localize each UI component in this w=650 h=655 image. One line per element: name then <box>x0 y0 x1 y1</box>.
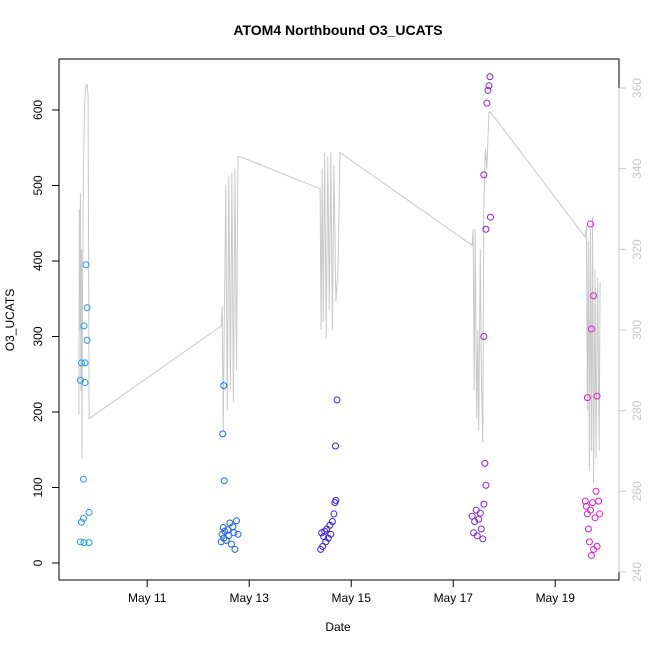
data-point <box>83 336 91 344</box>
data-point <box>473 532 481 540</box>
data-point <box>479 535 487 543</box>
y-tick-label: 0 <box>31 559 45 566</box>
x-tick-label: May 13 <box>230 591 270 605</box>
data-point <box>481 459 489 467</box>
data-point <box>81 359 89 367</box>
data-point <box>331 442 339 450</box>
data-point <box>586 506 594 514</box>
data-point <box>332 496 340 504</box>
data-point <box>76 538 84 546</box>
data-point <box>583 394 591 402</box>
data-point <box>581 497 589 505</box>
data-point <box>484 86 492 94</box>
data-point <box>225 532 233 540</box>
data-point <box>227 540 235 548</box>
data-point <box>584 525 592 533</box>
line-series <box>78 83 601 484</box>
data-point <box>586 220 594 228</box>
data-point <box>476 509 484 517</box>
y2-tick-label: 300 <box>630 320 644 340</box>
data-point <box>477 525 485 533</box>
data-point <box>85 508 93 516</box>
data-point <box>77 518 85 526</box>
data-point <box>480 500 488 508</box>
data-point <box>593 392 601 400</box>
data-point <box>230 529 238 537</box>
y2-tick-label: 280 <box>630 400 644 420</box>
y-tick-label: 400 <box>31 251 45 271</box>
data-point <box>80 539 88 547</box>
data-point <box>485 82 493 90</box>
data-point <box>471 517 479 525</box>
y2-tick-label: 340 <box>630 158 644 178</box>
data-point <box>591 514 599 522</box>
data-point <box>480 332 488 340</box>
data-point <box>79 514 87 522</box>
data-point <box>234 530 242 538</box>
data-point <box>220 477 228 485</box>
data-point <box>595 497 603 505</box>
y-tick-label: 500 <box>31 175 45 195</box>
data-point <box>480 171 488 179</box>
data-point <box>486 213 494 221</box>
y2-tick-label: 360 <box>630 78 644 98</box>
data-point <box>232 517 240 525</box>
data-point <box>328 517 336 525</box>
y2-tick-label: 240 <box>630 562 644 582</box>
data-point <box>587 325 595 333</box>
data-point <box>231 545 239 553</box>
y-axis-label: O3_UCATS <box>3 289 17 351</box>
data-point <box>582 502 590 510</box>
y-tick-label: 300 <box>31 326 45 346</box>
y-tick-label: 100 <box>31 477 45 497</box>
data-point <box>486 73 494 81</box>
data-point <box>82 261 90 269</box>
data-point <box>330 510 338 518</box>
data-point <box>81 379 89 387</box>
x-tick-label: May 15 <box>332 591 372 605</box>
data-point <box>482 481 490 489</box>
y2-tick-label: 320 <box>630 239 644 259</box>
data-point <box>219 430 227 438</box>
data-point <box>585 538 593 546</box>
x-tick-label: May 11 <box>128 591 167 605</box>
data-point <box>596 510 604 518</box>
data-point <box>327 530 335 538</box>
data-point <box>593 542 601 550</box>
data-point <box>587 551 595 559</box>
x-tick-label: May 17 <box>434 591 474 605</box>
data-point <box>333 396 341 404</box>
y2-tick-label: 260 <box>630 481 644 501</box>
x-tick-label: May 19 <box>536 591 576 605</box>
data-point <box>592 487 600 495</box>
y-tick-label: 600 <box>31 100 45 120</box>
x-axis-label: Date <box>325 620 351 634</box>
data-point <box>83 304 91 312</box>
data-point <box>589 292 597 300</box>
chart-title: ATOM4 Northbound O3_UCATS <box>233 22 442 38</box>
data-point <box>321 527 329 535</box>
data-point <box>220 382 228 390</box>
data-point <box>79 475 87 483</box>
y-tick-label: 200 <box>31 402 45 422</box>
data-point <box>85 539 93 547</box>
data-point <box>482 225 490 233</box>
data-point <box>80 322 88 330</box>
data-point <box>483 99 491 107</box>
data-point <box>77 359 85 367</box>
